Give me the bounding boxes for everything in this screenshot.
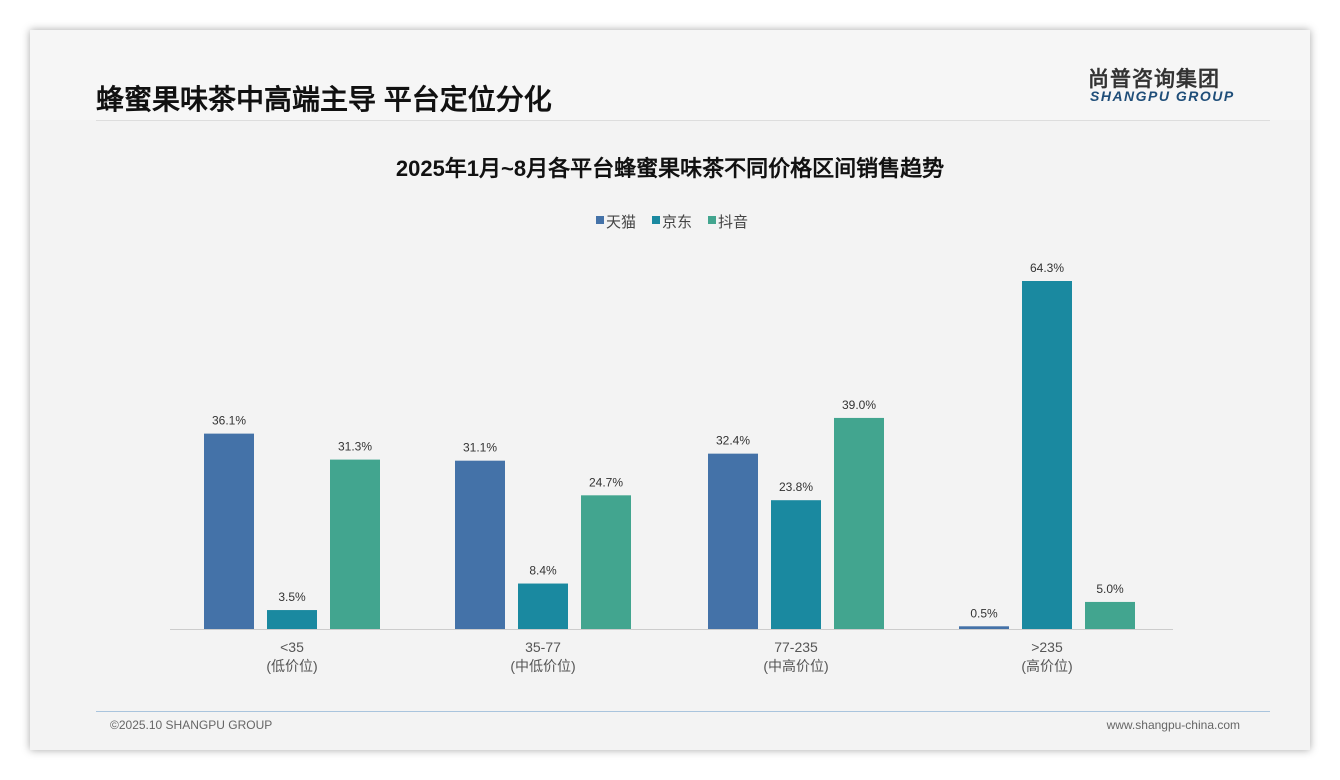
logo-text-en: SHANGPU GROUP xyxy=(1090,88,1235,104)
bar xyxy=(1022,281,1072,629)
bar xyxy=(1085,601,1135,629)
x-tick-sublabel: (中低价位) xyxy=(510,658,575,674)
chart-title: 2025年1月~8月各平台蜂蜜果味茶不同价格区间销售趋势 xyxy=(396,156,944,181)
data-label: 23.8% xyxy=(779,480,813,494)
data-label: 0.5% xyxy=(970,606,998,620)
header-band xyxy=(30,30,1310,120)
x-tick-label: 35-77 xyxy=(525,639,561,655)
x-tick-sublabel: (低价位) xyxy=(266,658,317,674)
data-label: 36.1% xyxy=(212,414,246,428)
data-label: 5.0% xyxy=(1096,582,1124,596)
legend-label: 京东 xyxy=(662,214,692,231)
bar xyxy=(330,459,380,629)
data-label: 64.3% xyxy=(1030,261,1064,275)
legend-swatch xyxy=(708,216,716,224)
x-tick-label: 77-235 xyxy=(774,639,818,655)
bar xyxy=(959,626,1009,629)
data-label: 39.0% xyxy=(842,398,876,412)
data-label: 31.3% xyxy=(338,440,372,454)
bar xyxy=(204,433,254,629)
legend-swatch xyxy=(652,216,660,224)
legend-swatch xyxy=(596,216,604,224)
bar xyxy=(455,460,505,629)
legend: 天猫 京东 抖音 xyxy=(596,214,748,231)
x-tick-label: >235 xyxy=(1031,639,1063,655)
copyright: ©2025.10 SHANGPU GROUP xyxy=(110,718,273,732)
data-label: 31.1% xyxy=(463,441,497,455)
data-label: 3.5% xyxy=(278,590,306,604)
x-tick-sublabel: (中高价位) xyxy=(763,658,828,674)
divider xyxy=(96,120,1270,121)
bar xyxy=(708,453,758,629)
bar xyxy=(518,583,568,629)
footer-divider xyxy=(96,711,1270,712)
legend-label: 抖音 xyxy=(718,214,748,231)
data-label: 8.4% xyxy=(529,564,557,578)
x-tick-sublabel: (高价位) xyxy=(1021,658,1072,674)
bar xyxy=(267,610,317,629)
bar xyxy=(834,417,884,629)
bar xyxy=(771,500,821,629)
bar xyxy=(581,495,631,629)
x-tick-label: <35 xyxy=(280,639,304,655)
footer-url: www.shangpu-china.com xyxy=(1106,718,1240,732)
data-label: 32.4% xyxy=(716,434,750,448)
legend-label: 天猫 xyxy=(606,214,636,231)
data-label: 24.7% xyxy=(589,475,623,489)
logo-text-cn: 尚普咨询集团 xyxy=(1088,68,1220,91)
page-title: 蜂蜜果味茶中高端主导 平台定位分化 xyxy=(96,84,552,115)
